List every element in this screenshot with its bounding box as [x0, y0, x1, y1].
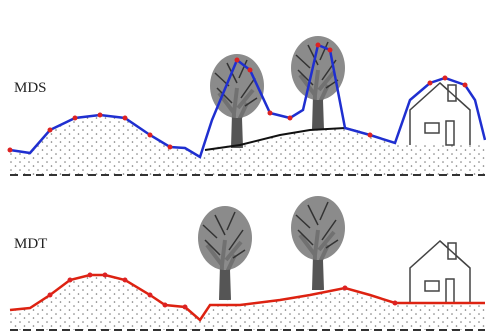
house	[410, 241, 470, 303]
panel-label: MDT	[14, 236, 47, 252]
diagram: MDS MDT	[0, 0, 486, 335]
tree	[210, 54, 264, 148]
mds-panel: MDS	[8, 36, 486, 175]
tree	[198, 206, 252, 300]
mdt-panel: MDT	[10, 196, 485, 330]
tree	[291, 196, 345, 290]
panel-label: MDS	[14, 80, 47, 96]
